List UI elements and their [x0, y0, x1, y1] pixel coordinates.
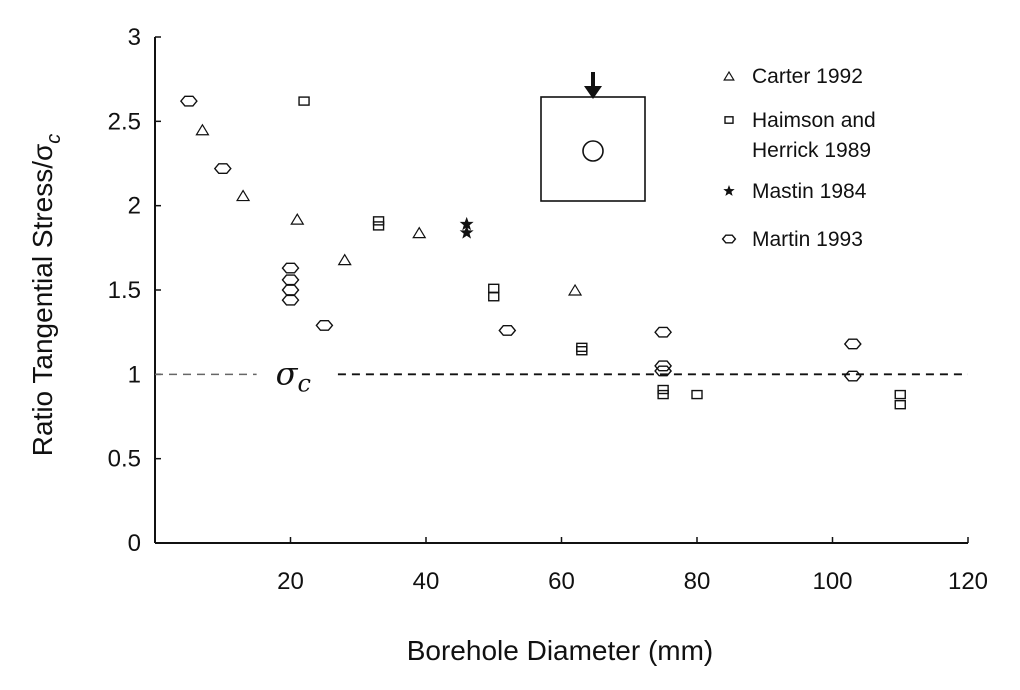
square-point: [576, 346, 588, 356]
triangle-point: [567, 283, 583, 296]
triangle-point: [236, 189, 251, 202]
legend-square-icon: [724, 116, 734, 124]
legend-label-line: Herrick 1989: [752, 139, 871, 162]
inset-hole: [582, 140, 604, 162]
reference-line-label: σc: [276, 354, 311, 397]
square-point: [691, 389, 703, 400]
inset-arrow-head: [584, 86, 602, 99]
legend-hexagon-icon: [721, 234, 737, 244]
square-point: [488, 292, 500, 302]
triangle-point: [290, 212, 305, 225]
hexagon-point: [315, 320, 334, 331]
legend: Carter 1992 Haimson and Herrick 1989 Mastin…: [721, 65, 876, 251]
square-point: [298, 96, 310, 106]
legend-item: Haimson and Herrick 1989: [724, 109, 876, 162]
y-axis-title-sub: c: [43, 134, 65, 144]
y-axis-title: Ratio Tangential Stress/σc: [27, 134, 65, 456]
x-tick-label: 80: [684, 568, 711, 595]
reference-line-label-main: σ: [276, 354, 299, 392]
axes: 0 0.5 1 1.5 2 2.5 3 20 40 60 80 100 120: [108, 24, 988, 595]
y-tick-label: 0: [128, 530, 141, 557]
legend-item: Martin 1993: [721, 228, 863, 251]
triangle-point: [195, 123, 210, 136]
x-tick-label: 120: [948, 568, 988, 595]
inset-diagram: [540, 72, 646, 202]
hexagon-point: [281, 262, 300, 274]
square-point: [488, 283, 500, 294]
y-tick-label: 2: [128, 193, 141, 220]
y-tick-label: 2.5: [108, 108, 141, 135]
x-tick-label: 40: [413, 568, 440, 595]
square-point: [657, 389, 669, 400]
hexagon-point: [281, 294, 300, 306]
y-tick-label: 3: [128, 24, 141, 51]
square-point: [372, 216, 385, 226]
hexagon-point: [843, 370, 862, 382]
legend-triangle-icon: [723, 70, 735, 81]
hexagon-point: [281, 284, 300, 296]
hexagon-point: [213, 163, 232, 175]
hexagon-point: [281, 274, 300, 286]
y-axis-title-main: Ratio Tangential Stress/σ: [27, 144, 58, 456]
triangle-point: [412, 226, 427, 239]
legend-star-icon: [723, 184, 735, 196]
legend-item: Carter 1992: [723, 65, 863, 88]
legend-label-line: Haimson and: [752, 109, 876, 132]
data-points: [179, 95, 906, 410]
x-axis-title: Borehole Diameter (mm): [407, 635, 714, 666]
triangle-point: [337, 253, 352, 266]
inset-box: [540, 96, 646, 202]
hexagon-point: [843, 338, 862, 350]
legend-label: Mastin 1984: [752, 180, 867, 203]
legend-label: Haimson and Herrick 1989: [752, 109, 876, 162]
x-tick-label: 100: [812, 568, 852, 595]
square-point: [894, 389, 906, 400]
legend-label: Carter 1992: [752, 65, 863, 88]
hexagon-point: [654, 365, 673, 377]
y-tick-label: 1: [128, 361, 141, 388]
hexagon-point: [654, 360, 673, 372]
reference-line-label-sub: c: [297, 369, 310, 397]
hexagon-point: [498, 325, 517, 336]
square-point: [657, 384, 669, 395]
x-tick-label: 60: [548, 568, 575, 595]
legend-label: Martin 1993: [752, 228, 863, 251]
star-point: [459, 225, 474, 239]
y-tick-label: 0.5: [108, 446, 141, 473]
x-tick-label: 20: [277, 568, 304, 595]
legend-item: Mastin 1984: [723, 180, 867, 203]
hexagon-point: [654, 326, 673, 338]
square-point: [894, 399, 906, 410]
square-point: [372, 221, 385, 231]
hexagon-point: [179, 95, 198, 107]
y-tick-label: 1.5: [108, 277, 141, 304]
reference-line-group: σc: [155, 354, 968, 397]
